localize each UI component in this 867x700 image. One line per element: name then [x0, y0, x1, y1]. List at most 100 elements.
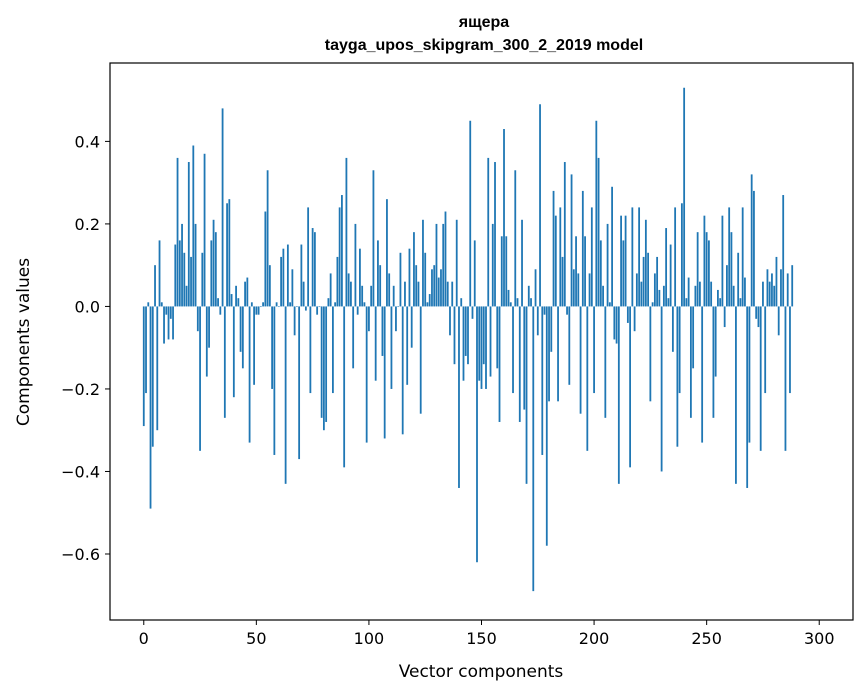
bar-154	[489, 306, 492, 377]
bar-64	[286, 244, 289, 307]
bar-4	[151, 306, 154, 447]
bar-143	[464, 306, 467, 356]
bar-224	[647, 252, 650, 307]
bar-71	[302, 281, 305, 307]
bar-155	[491, 223, 494, 307]
bar-150	[480, 306, 483, 389]
bar-218	[633, 306, 636, 332]
bar-103	[374, 306, 377, 381]
bar-247	[699, 281, 701, 307]
bar-13	[172, 306, 174, 340]
bar-39	[230, 294, 233, 307]
bar-135	[446, 281, 449, 307]
bar-242	[687, 277, 690, 307]
bar-52	[259, 306, 262, 308]
bar-84	[332, 306, 334, 394]
bar-31	[212, 219, 215, 307]
bar-240	[683, 87, 686, 307]
bar-238	[678, 306, 681, 394]
bar-139	[455, 219, 458, 307]
bar-172	[530, 298, 532, 307]
bar-29	[208, 306, 210, 348]
bar-275	[762, 281, 764, 307]
bar-210	[615, 306, 618, 344]
bar-256	[719, 298, 722, 307]
bar-7	[158, 240, 161, 307]
bar-2	[147, 302, 150, 307]
bar-44	[241, 306, 244, 369]
bar-213	[622, 240, 625, 307]
y-tick-label-2: −0.2	[61, 380, 100, 399]
bar-170	[525, 306, 528, 484]
bar-76	[313, 232, 316, 307]
bar-173	[532, 306, 535, 592]
bar-189	[568, 306, 571, 385]
bar-106	[381, 306, 384, 356]
bar-138	[453, 306, 456, 365]
bar-55	[266, 170, 269, 307]
bar-236	[674, 207, 677, 307]
bar-209	[613, 306, 616, 340]
bar-245	[694, 285, 697, 307]
x-tick-label-4: 200	[579, 629, 610, 648]
x-tick-label-2: 100	[354, 629, 385, 648]
bar-230	[660, 306, 663, 472]
bar-250	[705, 232, 708, 307]
bar-38	[228, 199, 231, 307]
bar-171	[527, 285, 530, 307]
bar-69	[298, 306, 301, 460]
bar-83	[329, 273, 332, 307]
bar-268	[746, 306, 749, 488]
bar-205	[604, 306, 607, 418]
bar-244	[692, 306, 695, 369]
bar-118	[408, 248, 411, 307]
bar-183	[554, 215, 557, 307]
bar-264	[737, 252, 740, 307]
bar-63	[284, 306, 287, 484]
x-tick-label-6: 300	[804, 629, 835, 648]
bar-60	[277, 306, 280, 308]
bar-167	[518, 306, 521, 422]
chart-subtitle: tayga_upos_skipgram_300_2_2019 model	[325, 37, 643, 54]
bar-265	[739, 298, 742, 307]
bar-225	[649, 306, 652, 402]
y-tick-label-4: 0.2	[75, 215, 100, 234]
bar-104	[377, 240, 379, 307]
bar-282	[777, 306, 780, 336]
y-axis-label: Components values	[14, 258, 34, 426]
plot-frame	[109, 62, 854, 621]
bar-75	[311, 228, 314, 307]
bar-156	[494, 162, 496, 307]
bar-43	[239, 306, 242, 352]
bar-200	[593, 306, 595, 394]
bar-6	[156, 306, 159, 431]
bar-11	[167, 306, 170, 340]
bar-48	[250, 302, 253, 307]
bar-271	[753, 190, 755, 307]
bar-164	[512, 306, 514, 394]
bar-101	[370, 285, 373, 307]
bar-47	[248, 306, 251, 443]
bar-198	[588, 273, 591, 307]
bar-237	[676, 306, 679, 447]
bar-177	[541, 306, 544, 455]
bar-273	[757, 306, 760, 328]
bar-124	[422, 219, 424, 307]
bar-18	[183, 252, 186, 307]
bar-266	[741, 207, 744, 307]
bar-231	[662, 285, 665, 307]
bar-140	[458, 306, 460, 488]
bar-185	[559, 207, 562, 307]
bar-249	[703, 215, 706, 307]
bar-68	[295, 306, 298, 308]
bar-178	[543, 306, 546, 315]
bar-151	[482, 306, 485, 365]
bar-114	[399, 252, 402, 307]
bar-277	[766, 269, 769, 307]
bar-281	[775, 256, 778, 307]
bar-161	[505, 236, 508, 307]
bar-165	[514, 170, 517, 307]
bar-214	[624, 215, 627, 307]
bar-159	[500, 236, 503, 307]
